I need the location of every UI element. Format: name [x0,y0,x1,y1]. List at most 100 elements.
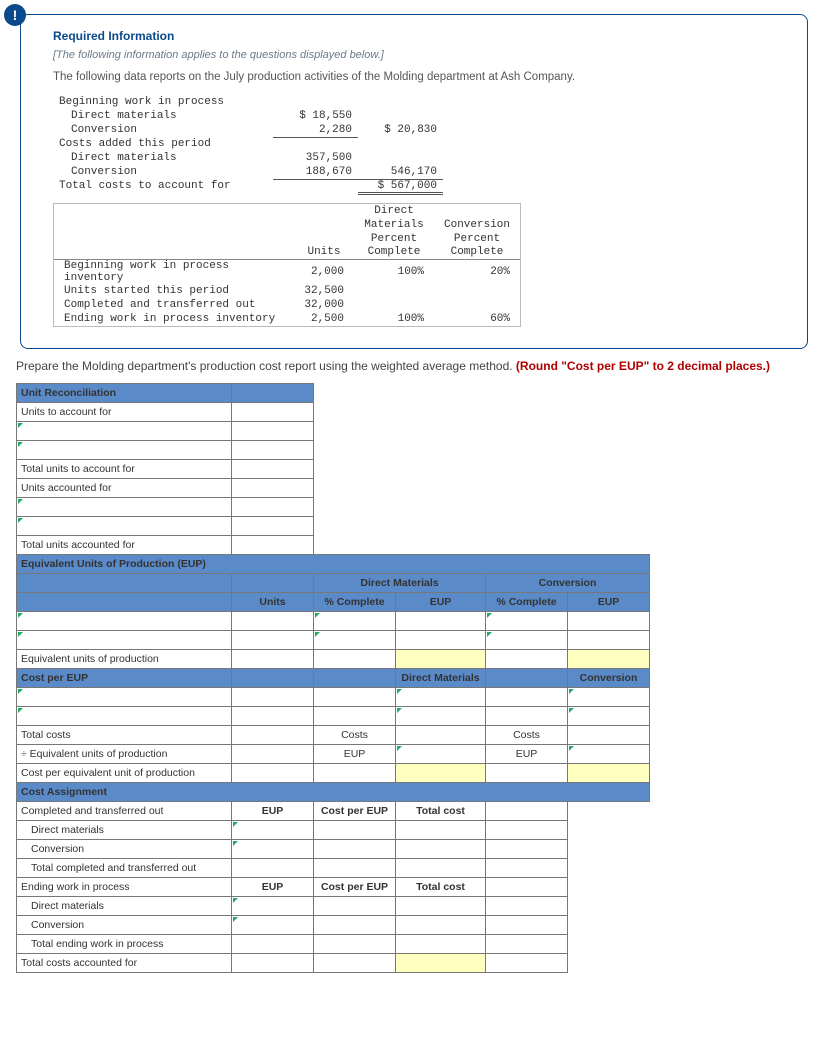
input-cell[interactable] [232,650,314,669]
input-cell[interactable] [568,707,650,726]
input-cell[interactable] [232,821,314,840]
row-label: Ending work in process [17,878,232,897]
row-label: Total units accounted for [17,536,232,555]
input-cell[interactable] [17,517,232,536]
production-cost-report: Unit Reconciliation Units to account for… [16,383,650,973]
input-cell[interactable] [396,631,486,650]
input-cell[interactable] [396,688,486,707]
input-cell[interactable] [396,612,486,631]
input-cell[interactable] [232,403,314,422]
input-cell[interactable] [314,916,396,935]
input-cell[interactable] [568,726,650,745]
input-cell[interactable] [396,897,486,916]
input-cell[interactable] [396,840,486,859]
row-label: Total completed and transferred out [17,859,232,878]
input-cell[interactable] [232,840,314,859]
input-cell[interactable] [17,441,232,460]
input-cell[interactable] [314,612,396,631]
input-cell[interactable] [396,707,486,726]
input-cell[interactable] [396,916,486,935]
row-label: Total ending work in process [17,935,232,954]
input-cell[interactable] [314,631,396,650]
input-cell[interactable] [232,441,314,460]
input-cell[interactable] [568,612,650,631]
input-cell[interactable] [396,745,486,764]
input-cell[interactable] [396,935,486,954]
row-label: Direct materials [17,897,232,916]
row-label: Completed and transferred out [17,802,232,821]
col-header: Total cost [396,802,486,821]
col-header: % Complete [486,593,568,612]
input-cell[interactable] [396,726,486,745]
section-header: Unit Reconciliation [17,384,232,403]
input-cell[interactable] [568,631,650,650]
cost-row: Beginning work in process [53,95,273,109]
col-header: Total cost [396,878,486,897]
required-info-panel: Required Information [The following info… [20,14,808,349]
calc-cell [396,650,486,669]
cell-label: Costs [314,726,396,745]
units-data-box: Direct MaterialsConversion PercentPercen… [53,203,521,328]
col-header: Conversion [568,669,650,688]
required-description: The following data reports on the July p… [53,71,785,83]
row-label: ÷ Equivalent units of production [17,745,232,764]
cost-row: Costs added this period [53,137,273,151]
row-label: Total costs accounted for [17,954,232,973]
calc-cell [568,764,650,783]
input-cell[interactable] [17,688,232,707]
units-row: Units started this period [54,284,294,298]
input-cell[interactable] [17,422,232,441]
section-header: Cost per EUP [17,669,232,688]
row-label: Units accounted for [17,479,232,498]
input-cell[interactable] [232,897,314,916]
cell-label: Costs [486,726,568,745]
col-header: EUP [232,878,314,897]
input-cell[interactable] [232,517,314,536]
input-cell[interactable] [314,840,396,859]
units-row: Completed and transferred out [54,298,294,312]
input-cell[interactable] [314,821,396,840]
calc-cell [396,954,486,973]
input-cell[interactable] [486,631,568,650]
col-header: Direct Materials [396,669,486,688]
section-header: Cost Assignment [17,783,650,802]
row-label: Conversion [17,916,232,935]
input-cell[interactable] [232,916,314,935]
row-label: Units to account for [17,403,232,422]
input-cell[interactable] [232,498,314,517]
col-header: EUP [568,593,650,612]
input-cell[interactable] [568,688,650,707]
input-cell[interactable] [17,612,232,631]
input-cell[interactable] [17,631,232,650]
input-cell[interactable] [396,859,486,878]
input-cell[interactable] [232,536,314,555]
cell-label: EUP [314,745,396,764]
col-header: Direct Materials [314,574,486,593]
col-header: Cost per EUP [314,878,396,897]
cell-label: EUP [486,745,568,764]
input-cell[interactable] [486,612,568,631]
input-cell[interactable] [17,707,232,726]
row-label: Total costs [17,726,232,745]
col-header: EUP [232,802,314,821]
input-cell[interactable] [314,897,396,916]
row-label: Direct materials [17,821,232,840]
input-cell[interactable] [17,498,232,517]
input-cell[interactable] [232,631,314,650]
input-cell[interactable] [232,422,314,441]
row-label: Cost per equivalent unit of production [17,764,232,783]
input-cell[interactable] [232,612,314,631]
col-header: Conversion [486,574,650,593]
cost-row: Total costs to account for [53,179,273,193]
col-header: % Complete [314,593,396,612]
calc-cell [396,764,486,783]
col-header: Cost per EUP [314,802,396,821]
row-label: Conversion [17,840,232,859]
cost-row: Direct materials [53,109,273,123]
row-label: Total units to account for [17,460,232,479]
required-title: Required Information [53,29,785,43]
col-header: EUP [396,593,486,612]
input-cell[interactable] [396,821,486,840]
input-cell[interactable] [232,460,314,479]
input-cell[interactable] [568,745,650,764]
